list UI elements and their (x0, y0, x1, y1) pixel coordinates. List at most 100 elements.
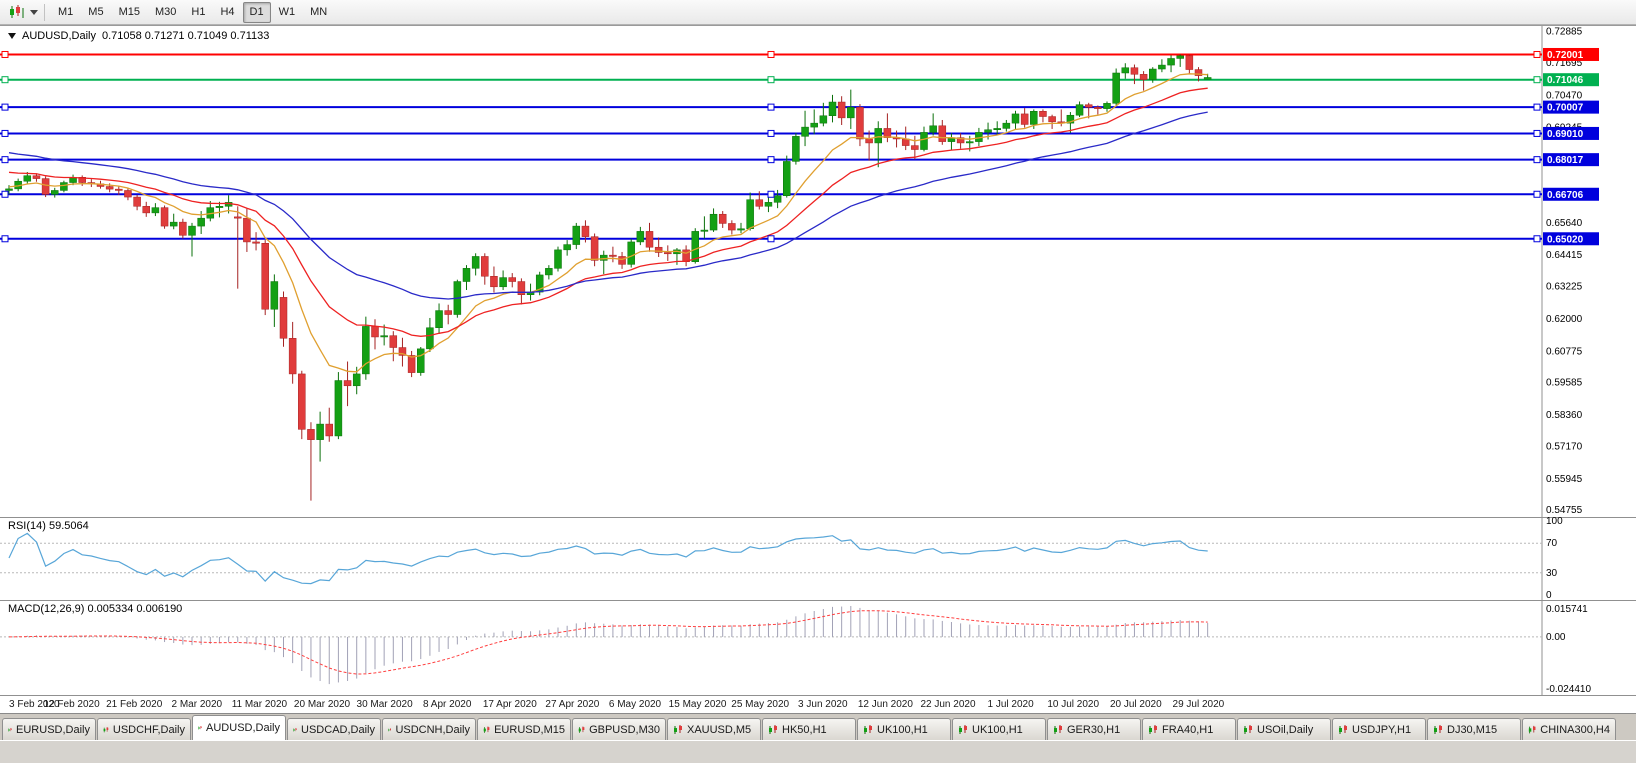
candles-layer (5, 54, 1212, 501)
chart-tab[interactable]: CHINA300,H4 (1522, 718, 1616, 740)
svg-text:0.65020: 0.65020 (1547, 234, 1584, 245)
price-pane[interactable]: 0.728850.716950.704700.692450.656400.644… (0, 26, 1636, 517)
status-bar (0, 740, 1636, 763)
timeframe-button-m15[interactable]: M15 (118, 5, 140, 18)
timeframe-button-w1[interactable]: W1 (278, 5, 296, 18)
svg-text:0: 0 (1546, 590, 1552, 600)
tab-chart-icon (103, 726, 109, 732)
chart-tab[interactable]: EURUSD,Daily (2, 718, 96, 740)
tab-chart-icon (8, 727, 12, 732)
chart-tab[interactable]: UK100,H1 (952, 718, 1046, 740)
tab-chart-icon (769, 724, 777, 734)
chart-tab[interactable]: HK50,H1 (762, 718, 856, 740)
timeframe-button-d1[interactable]: D1 (242, 1, 271, 23)
tab-chart-icon (578, 725, 585, 733)
level-drag-handle[interactable] (1, 156, 9, 164)
level-drag-handle[interactable] (1, 103, 9, 111)
svg-text:0.65640: 0.65640 (1546, 218, 1583, 229)
level-drag-handle[interactable] (1, 76, 9, 84)
rsi-axis[interactable]: 100 70 30 0 (0, 517, 1563, 600)
chart-tab[interactable]: AUDUSD,Daily (192, 715, 286, 740)
tab-chart-icon (483, 725, 490, 733)
date-label: 21 Feb 2020 (106, 699, 163, 710)
level-drag-handle[interactable] (767, 76, 775, 84)
level-drag-handle[interactable] (1533, 76, 1541, 84)
chart-tab-label: EURUSD,M15 (494, 723, 565, 736)
date-label: 15 May 2020 (668, 699, 727, 710)
macd-axis[interactable]: 0.015741 0.00 -0.024410 (1546, 604, 1591, 695)
chart-tab-label: HK50,H1 (782, 723, 827, 736)
svg-text:100: 100 (1546, 517, 1563, 527)
macd-pane[interactable]: 0.015741 0.00 -0.024410 (0, 600, 1636, 695)
timeframe-button-m30[interactable]: M30 (154, 5, 177, 18)
chart-tab[interactable]: GBPUSD,M30 (572, 718, 666, 740)
date-label: 20 Mar 2020 (293, 699, 351, 710)
rsi-pane[interactable]: 100 70 30 0 (0, 517, 1636, 600)
tab-chart-icon (1054, 724, 1062, 734)
price-badges-layer: 0.72001 0.71046 0.70007 0.69010 0.68017 0.667… (1543, 47, 1599, 246)
level-drag-handle[interactable] (767, 190, 775, 198)
level-drag-handle[interactable] (767, 129, 775, 137)
chart-tab[interactable]: DJ30,M15 (1427, 718, 1521, 740)
chart-tab-label: USDCHF,Daily (112, 723, 185, 736)
level-drag-handle[interactable] (1533, 103, 1541, 111)
level-drag-handle[interactable] (767, 235, 775, 243)
level-drag-handle[interactable] (767, 103, 775, 111)
chart-tab[interactable]: EURUSD,M15 (477, 718, 571, 740)
time-axis[interactable]: 3 Feb 2020 12 Feb 2020 21 Feb 2020 2 Mar 20… (0, 695, 1636, 714)
one-click-trading-toggle-icon[interactable] (8, 33, 16, 39)
tab-chart-icon (1339, 724, 1347, 734)
date-label: 3 Feb 2020 (9, 699, 60, 710)
chart-tab-label: USOil,Daily (1257, 723, 1314, 736)
date-label: 29 Jul 2020 (1172, 699, 1225, 710)
level-drag-handle[interactable] (1533, 235, 1541, 243)
chevron-down-icon[interactable] (30, 9, 38, 15)
chart-type-icon[interactable] (5, 2, 29, 22)
timeframe-button-h4[interactable]: H4 (220, 5, 235, 18)
chart-tab-label: USDJPY,H1 (1352, 723, 1412, 736)
level-drag-handle[interactable] (1533, 156, 1541, 164)
tab-chart-icon (388, 727, 392, 731)
chart-tab[interactable]: USDCHF,Daily (97, 718, 191, 740)
svg-text:0.68017: 0.68017 (1547, 155, 1584, 166)
tab-chart-icon (293, 727, 297, 732)
date-label: 22 Jun 2020 (920, 699, 976, 710)
level-drag-handle[interactable] (767, 156, 775, 164)
timeframe-button-m5[interactable]: M5 (88, 5, 104, 18)
timeframe-button-h1[interactable]: H1 (191, 5, 206, 18)
chart-tab[interactable]: USDCNH,Daily (382, 718, 476, 740)
level-drag-handle[interactable] (767, 50, 775, 58)
level-drag-handle[interactable] (1, 50, 9, 58)
svg-text:0.71046: 0.71046 (1547, 75, 1584, 86)
timeframe-button-m1[interactable]: M1 (58, 5, 74, 18)
level-drag-handle[interactable] (1, 129, 9, 137)
level-drag-handle[interactable] (1, 235, 9, 243)
chart-tab[interactable]: USOil,Daily (1237, 718, 1331, 740)
chart-window[interactable]: 0.728850.716950.704700.692450.656400.644… (0, 25, 1636, 714)
toolbar: M1 M5 M15 M30 H1 H4 D1 W1 MN (0, 0, 1636, 25)
chart-tab[interactable]: XAUUSD,M5 (667, 718, 761, 740)
chart-tab-label: XAUUSD,M5 (687, 723, 752, 736)
chart-tab[interactable]: USDJPY,H1 (1332, 718, 1426, 740)
candlestick-chart-icon (10, 5, 24, 18)
level-drag-handle[interactable] (1533, 129, 1541, 137)
tab-chart-icon (1434, 724, 1442, 734)
chart-tab-label: FRA40,H1 (1162, 723, 1214, 736)
chart-tab[interactable]: UK100,H1 (857, 718, 951, 740)
level-handles-layer[interactable] (1, 50, 1541, 243)
chart-tab[interactable]: USDCAD,Daily (287, 718, 381, 740)
level-drag-handle[interactable] (1533, 50, 1541, 58)
svg-text:0.71695: 0.71695 (1546, 58, 1583, 69)
timeframe-button-mn[interactable]: MN (310, 5, 328, 18)
svg-text:0.70470: 0.70470 (1546, 90, 1583, 101)
chart-tab[interactable]: FRA40,H1 (1142, 718, 1236, 740)
date-label: 10 Jul 2020 (1047, 699, 1100, 710)
level-drag-handle[interactable] (1533, 190, 1541, 198)
level-drag-handle[interactable] (1, 190, 9, 198)
svg-text:0.54755: 0.54755 (1546, 505, 1583, 516)
chart-tab[interactable]: GER30,H1 (1047, 718, 1141, 740)
price-axis[interactable]: 0.728850.716950.704700.692450.656400.644… (1541, 26, 1583, 517)
moving-averages-layer (8, 73, 1208, 373)
toolbar-separator (44, 3, 45, 21)
